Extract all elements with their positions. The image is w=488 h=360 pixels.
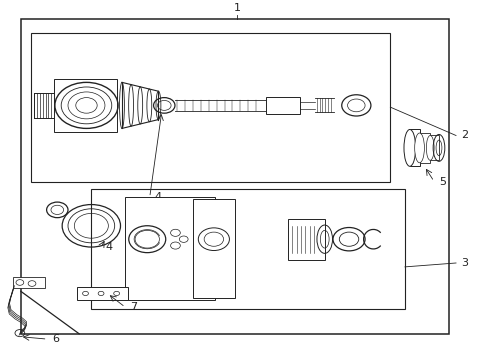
Bar bbox=[193, 199, 234, 298]
Ellipse shape bbox=[414, 133, 424, 163]
Bar bbox=[429, 135, 438, 160]
Bar bbox=[30, 33, 389, 181]
Text: 4: 4 bbox=[106, 242, 113, 252]
Ellipse shape bbox=[426, 135, 433, 160]
Bar bbox=[54, 79, 117, 132]
Bar bbox=[266, 97, 300, 113]
Text: 7: 7 bbox=[130, 302, 137, 312]
Ellipse shape bbox=[403, 130, 415, 166]
Bar bbox=[21, 19, 448, 334]
Text: 2: 2 bbox=[460, 130, 467, 140]
Text: 6: 6 bbox=[52, 334, 60, 344]
Text: 3: 3 bbox=[460, 258, 467, 268]
Bar bbox=[13, 277, 44, 288]
Bar bbox=[91, 189, 404, 309]
Text: 5: 5 bbox=[438, 176, 445, 186]
Bar bbox=[419, 133, 429, 163]
Bar bbox=[77, 287, 127, 300]
Bar bbox=[287, 219, 324, 260]
Bar bbox=[409, 130, 419, 166]
Text: 4: 4 bbox=[154, 193, 162, 202]
Text: 1: 1 bbox=[233, 3, 240, 13]
Bar bbox=[125, 198, 215, 300]
